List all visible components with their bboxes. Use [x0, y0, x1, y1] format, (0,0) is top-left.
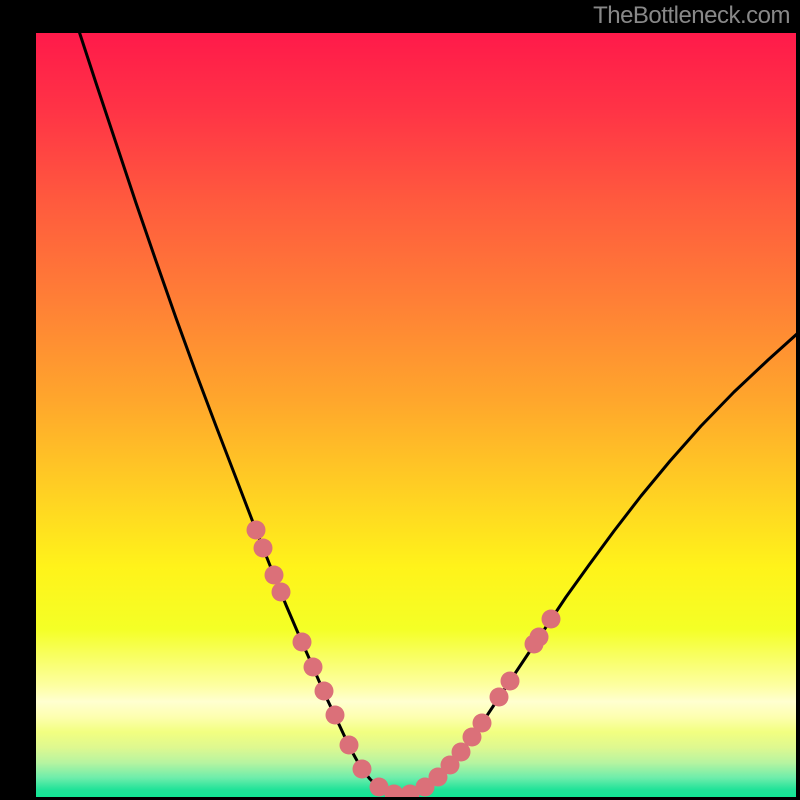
data-dot: [530, 628, 549, 647]
data-dot: [501, 672, 520, 691]
plot-area: [36, 33, 796, 797]
chart-svg: [36, 33, 796, 797]
data-dot: [247, 521, 266, 540]
watermark-label: TheBottleneck.com: [593, 2, 790, 30]
data-dot: [315, 682, 334, 701]
data-dot: [254, 539, 273, 558]
data-dot: [326, 706, 345, 725]
data-dot: [490, 688, 509, 707]
data-dot: [304, 658, 323, 677]
data-dots-group: [247, 521, 561, 798]
chart-frame: TheBottleneck.com: [0, 0, 800, 800]
data-dot: [473, 714, 492, 733]
data-dot: [340, 736, 359, 755]
data-dot: [353, 760, 372, 779]
data-dot: [272, 583, 291, 602]
data-dot: [265, 566, 284, 585]
data-dot: [542, 610, 561, 629]
bottleneck-curve: [78, 33, 796, 795]
data-dot: [293, 633, 312, 652]
